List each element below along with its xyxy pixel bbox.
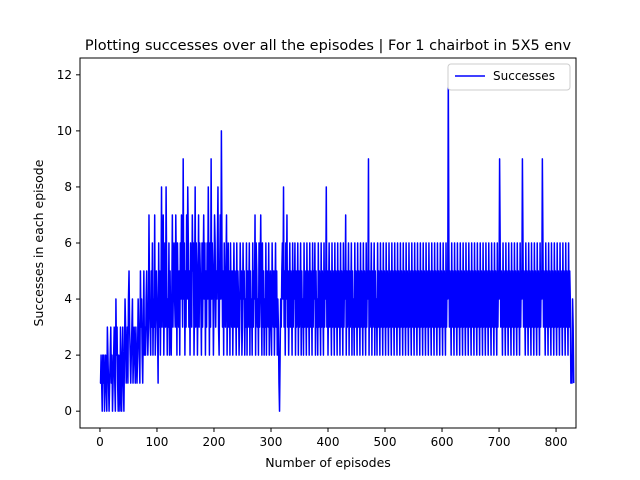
series-line-successes (99, 74, 575, 412)
y-tick-label: 6 (64, 236, 72, 250)
x-tick-label: 100 (146, 435, 169, 449)
y-axis-label: Successes in each episode (31, 159, 46, 326)
legend-label-successes: Successes (493, 69, 555, 83)
series-group (99, 74, 575, 412)
x-tick-label: 400 (317, 435, 340, 449)
x-axis: 0 100 200 300 400 500 600 700 800 (96, 428, 567, 449)
x-tick-label: 0 (96, 435, 104, 449)
y-tick-label: 0 (64, 404, 72, 418)
y-tick-label: 8 (64, 180, 72, 194)
chart-title: Plotting successes over all the episodes… (85, 38, 572, 54)
y-axis: 0 2 4 6 8 10 12 (57, 68, 80, 418)
x-axis-label: Number of episodes (265, 455, 391, 470)
y-tick-label: 10 (57, 124, 72, 138)
x-tick-label: 700 (488, 435, 511, 449)
y-tick-label: 4 (64, 292, 72, 306)
y-tick-label: 12 (57, 68, 72, 82)
y-tick-label: 2 (64, 348, 72, 362)
plot-area: 0 100 200 300 400 500 600 700 800 0 2 4 6 8 10 12 (57, 57, 577, 449)
x-tick-label: 800 (545, 435, 568, 449)
x-tick-label: 500 (374, 435, 397, 449)
x-tick-label: 200 (203, 435, 226, 449)
legend: Successes (447, 63, 571, 91)
x-tick-label: 300 (260, 435, 283, 449)
legend-box (447, 63, 571, 91)
x-tick-label: 600 (431, 435, 454, 449)
